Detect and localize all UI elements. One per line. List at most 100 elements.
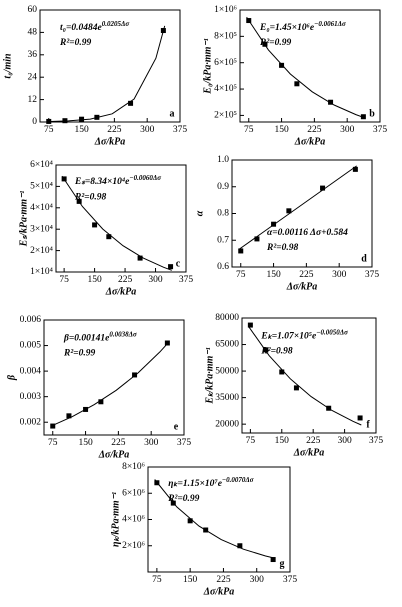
- data-point: [137, 255, 143, 261]
- x-tick-label: 300: [340, 125, 355, 135]
- y-tick-label: 0.7: [217, 235, 229, 245]
- x-tick-label: 150: [183, 575, 198, 585]
- equation: α=0.00116 Δσ+0.584: [267, 228, 348, 238]
- data-point: [203, 527, 209, 533]
- equation-exponent: −0.0070Δσ: [222, 475, 254, 483]
- data-point: [246, 18, 252, 24]
- data-point: [94, 114, 100, 120]
- y-tick-label: 0: [32, 117, 37, 127]
- y-tick-label: 8×10⁶: [122, 462, 145, 472]
- x-tick-label: 300: [250, 575, 265, 585]
- y-axis-label: α: [194, 210, 205, 216]
- x-tick-label: 225: [306, 436, 321, 446]
- equation-base: Eₖ=1.07×10⁵e: [260, 332, 317, 342]
- equation: Eₖ=1.07×10⁵e−0.0050Δσ: [260, 328, 348, 342]
- equation-exponent: −0.0060Δσ: [129, 174, 161, 182]
- panel-label: c: [176, 258, 181, 269]
- equation: t₀=0.0484e0.0205Δσ: [60, 20, 129, 34]
- fit-curve: [50, 341, 170, 427]
- y-axis-label: ηₖ/kPa·mm⁻¹: [110, 492, 121, 547]
- data-point: [262, 41, 268, 47]
- x-tick-label: 225: [111, 438, 126, 448]
- x-tick-label: 375: [179, 275, 194, 285]
- x-tick-label: 375: [173, 125, 188, 135]
- x-tick-label: 375: [373, 125, 388, 135]
- data-point: [50, 423, 56, 429]
- panel: 75 150 225 300 375 2×10⁵ 4×10⁵ 6×10⁵ 8×10⁵ 1×10⁶ Δ…: [202, 5, 387, 147]
- y-tick-label: 5×10⁴: [30, 182, 54, 192]
- data-point: [46, 118, 52, 124]
- data-point: [271, 221, 277, 227]
- plot-frame: [241, 317, 377, 434]
- x-tick-label: 150: [78, 438, 93, 448]
- x-tick-label: 225: [118, 275, 133, 285]
- x-tick-label: 300: [140, 125, 155, 135]
- y-tick-label: 4×10⁵: [214, 84, 237, 94]
- x-tick-label: 150: [87, 275, 102, 285]
- panel: 75 150 225 300 375 0.6 0.7 0.8 0.9 1.0 Δσ/kPa α α=0.…: [194, 155, 379, 292]
- data-point: [128, 100, 134, 106]
- equation-exponent: 0.0038Δσ: [109, 330, 137, 338]
- data-point: [62, 118, 68, 124]
- data-point: [83, 406, 89, 412]
- panel: 75 150 225 300 375 0.002 0.003 0.004 0.005 0.006 Δ…: [6, 315, 191, 460]
- panel-label: b: [369, 108, 375, 119]
- y-axis-label: t₀/min: [2, 53, 13, 79]
- data-point: [154, 480, 160, 486]
- x-tick-label: 225: [307, 125, 322, 135]
- y-tick-label: 6×10⁶: [122, 488, 145, 498]
- y-tick-label: 0.004: [20, 366, 42, 376]
- x-axis-label: Δσ/kPa: [94, 136, 126, 147]
- y-tick-label: 8×10⁵: [214, 32, 237, 42]
- equation-base: Eₛ=8.34×10⁴e: [74, 177, 130, 187]
- equation: Eₛ=8.34×10⁴e−0.0060Δσ: [74, 174, 161, 188]
- r-squared: R²=0.98: [74, 192, 106, 202]
- panel: 75 150 225 300 375 20000 35000 50000 65000 80000 Δ…: [204, 313, 383, 458]
- x-tick-label: 150: [74, 125, 89, 135]
- y-tick-label: 0.6: [217, 262, 229, 272]
- y-tick-label: 4×10⁴: [30, 203, 54, 213]
- data-point: [247, 322, 253, 328]
- y-tick-label: 0.9: [217, 182, 229, 192]
- data-point: [286, 208, 292, 214]
- y-tick-label: 1×10⁴: [30, 267, 54, 277]
- data-point: [360, 114, 366, 120]
- r-squared: R²=0.99: [259, 38, 291, 48]
- plot-frame: [239, 9, 381, 123]
- data-point: [270, 557, 276, 563]
- y-tick-label: 3×10⁴: [30, 224, 54, 234]
- plot-frame: [39, 9, 181, 123]
- data-point: [293, 385, 299, 391]
- y-axis-label: Eₛ/kPa·mm⁻¹: [18, 191, 29, 248]
- r-squared: R²=0.99: [167, 494, 199, 504]
- y-tick-label: 65000: [215, 340, 239, 350]
- x-tick-label: 300: [144, 438, 159, 448]
- equation: β=0.00141e0.0038Δσ: [63, 330, 137, 344]
- panel: 75 150 225 300 375 2×10⁶ 4×10⁶ 6×10⁶ 8×10⁶ Δσ/kPa…: [110, 462, 297, 597]
- y-tick-label: 12: [28, 95, 38, 105]
- data-point: [237, 543, 243, 549]
- x-axis-label: Δσ/kPa: [293, 447, 325, 458]
- x-axis-label: Δσ/kPa: [203, 586, 235, 597]
- y-tick-label: 4×10⁶: [122, 515, 145, 525]
- data-point: [79, 116, 85, 122]
- data-point: [160, 28, 166, 34]
- data-point: [294, 81, 300, 87]
- panel: 75 150 225 300 375 0 12 24 36 48 60 Δσ/kPa t₀/min t₀=…: [2, 5, 187, 147]
- plot-frame: [55, 164, 187, 273]
- data-point: [187, 518, 193, 524]
- equation-base: α=0.00116 Δσ+0.584: [267, 228, 348, 238]
- plot-frame: [231, 159, 373, 268]
- x-tick-label: 75: [152, 575, 162, 585]
- data-point: [326, 405, 332, 411]
- data-point: [76, 198, 82, 204]
- y-tick-label: 60: [28, 5, 38, 15]
- x-tick-label: 150: [266, 270, 281, 280]
- fit-curve: [61, 175, 172, 271]
- equation: E₀=1.45×10⁶e−0.0061Δσ: [259, 20, 346, 34]
- x-tick-label: 375: [365, 270, 380, 280]
- panel-label: a: [170, 108, 175, 119]
- data-point: [170, 500, 176, 506]
- equation-exponent: −0.0050Δσ: [316, 328, 348, 336]
